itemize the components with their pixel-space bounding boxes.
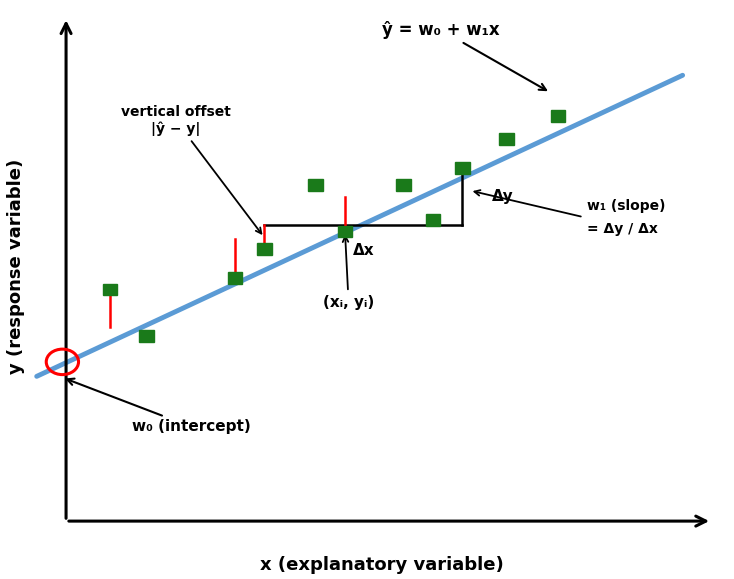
Text: y (response variable): y (response variable) [7, 159, 25, 374]
FancyBboxPatch shape [257, 243, 272, 255]
Text: Δx: Δx [352, 243, 374, 258]
Text: = Δy / Δx: = Δy / Δx [587, 222, 658, 236]
Text: w₀ (intercept): w₀ (intercept) [67, 379, 251, 434]
FancyBboxPatch shape [396, 179, 411, 191]
FancyBboxPatch shape [103, 284, 117, 295]
FancyBboxPatch shape [228, 272, 242, 284]
FancyBboxPatch shape [338, 226, 352, 237]
FancyBboxPatch shape [550, 110, 565, 122]
Text: x (explanatory variable): x (explanatory variable) [260, 555, 504, 574]
FancyBboxPatch shape [499, 133, 514, 145]
Text: w₁ (slope): w₁ (slope) [587, 199, 666, 212]
FancyBboxPatch shape [308, 179, 323, 191]
Text: (xᵢ, yᵢ): (xᵢ, yᵢ) [323, 236, 374, 310]
FancyBboxPatch shape [426, 214, 440, 226]
Text: vertical offset
|ŷ − y|: vertical offset |ŷ − y| [121, 105, 261, 233]
Text: Δy: Δy [492, 189, 514, 204]
Text: ŷ = w₀ + w₁x: ŷ = w₀ + w₁x [382, 21, 546, 90]
FancyBboxPatch shape [455, 162, 470, 174]
FancyBboxPatch shape [139, 330, 154, 342]
